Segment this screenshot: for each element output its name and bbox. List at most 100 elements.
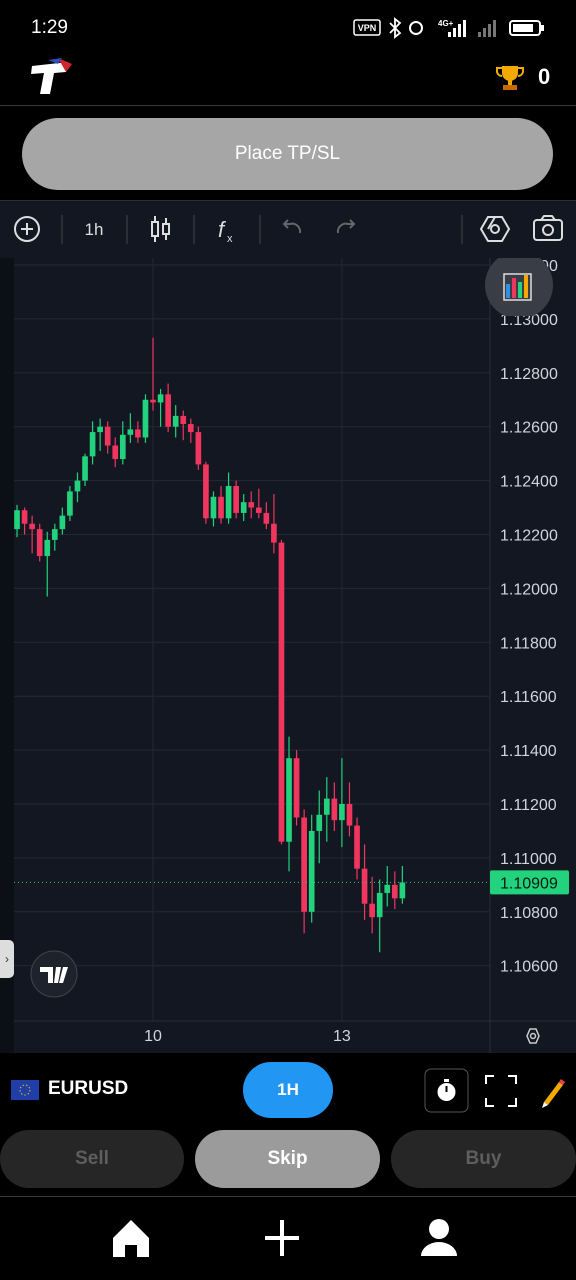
undo-button[interactable]	[282, 219, 302, 234]
candle-body	[391, 884, 398, 899]
add-indicator-button[interactable]	[14, 216, 40, 242]
candle-body	[165, 394, 171, 427]
candle-body	[135, 429, 141, 438]
fullscreen-button[interactable]	[485, 1075, 517, 1107]
signal-icon	[448, 20, 466, 37]
candle-body	[82, 456, 88, 481]
snapshot-button[interactable]	[533, 215, 563, 241]
last-price-label: 1.10909	[500, 875, 558, 892]
chart-left-edge	[0, 258, 14, 1053]
candle-body	[248, 502, 255, 508]
y-tick-label: 1.13000	[500, 312, 558, 329]
candle-body	[331, 798, 338, 821]
symbol-name[interactable]: EURUSD	[48, 1078, 129, 1099]
candle-body	[308, 830, 315, 912]
candle-body	[316, 814, 323, 831]
candle-body	[51, 529, 58, 540]
y-tick-label: 1.11200	[500, 797, 557, 814]
candle-body	[14, 510, 20, 530]
candle-body	[218, 496, 224, 519]
candle-body	[29, 523, 35, 530]
candle-body	[339, 804, 345, 821]
y-tick-label: 1.11800	[500, 635, 557, 652]
buy-button[interactable]: Buy	[391, 1130, 576, 1188]
sell-button[interactable]: Sell	[0, 1130, 184, 1188]
battery-level	[513, 24, 533, 32]
skip-button[interactable]: Skip	[195, 1130, 380, 1188]
chart-toolbar	[0, 200, 576, 259]
candle-body	[187, 424, 194, 433]
candle-body	[150, 399, 156, 403]
vpn-box	[353, 19, 381, 36]
trophy-icon[interactable]	[496, 63, 524, 93]
candle-body	[293, 758, 300, 818]
y-tick-label: 1.10800	[500, 905, 558, 922]
timer-button[interactable]	[424, 1068, 469, 1113]
battery-tip	[541, 25, 544, 31]
link-icon	[409, 21, 423, 35]
candle-body	[104, 426, 111, 446]
candle-body	[195, 432, 202, 465]
candle-body	[346, 804, 353, 826]
y-tick-label: 1.12400	[500, 474, 558, 491]
candle-body	[74, 480, 81, 492]
place-tp-sl-button[interactable]: Place TP/SL	[22, 118, 553, 190]
x-tick-label: 10	[144, 1028, 162, 1045]
candle-body	[361, 868, 368, 904]
side-panel-toggle[interactable]: ›	[0, 940, 14, 978]
candle-body	[180, 415, 187, 425]
y-tick-label: 1.12000	[500, 581, 558, 598]
candle-body	[278, 542, 285, 842]
candle-body	[21, 510, 28, 524]
candle-body	[240, 502, 247, 513]
axis-settings-button[interactable]	[520, 1024, 546, 1048]
signal-icon-2	[478, 20, 496, 37]
candle-body	[67, 491, 73, 516]
candle-body	[112, 445, 119, 460]
y-tick-label: 1.10600	[500, 959, 558, 976]
candle-body	[210, 496, 217, 519]
interval-button[interactable]: 1h	[85, 220, 104, 239]
nav-divider	[0, 1196, 576, 1197]
settings-button[interactable]	[479, 216, 511, 242]
candle-body	[286, 758, 292, 842]
candle-body	[203, 464, 209, 519]
candle-body	[255, 507, 262, 513]
tradingview-logo[interactable]	[30, 950, 78, 998]
bluetooth-icon	[389, 17, 402, 39]
y-tick-label: 1.11000	[500, 851, 557, 868]
candle-body	[233, 485, 239, 513]
redo-button[interactable]	[336, 219, 356, 234]
candle-body	[142, 399, 149, 438]
battery-icon	[509, 20, 541, 36]
x-tick-label: 13	[333, 1028, 351, 1045]
last-price-tag	[490, 870, 569, 895]
candle-body	[59, 515, 66, 530]
header-divider	[0, 105, 576, 106]
candle-body	[376, 892, 383, 918]
eu-flag	[11, 1080, 39, 1100]
candle-body	[97, 426, 103, 433]
network-label: 4G+	[438, 19, 454, 28]
home-tab[interactable]	[113, 1220, 149, 1257]
status-time: 1:29	[31, 17, 68, 38]
status-icons: VPN 4G+	[353, 17, 544, 39]
interval-selector[interactable]: 1H	[243, 1062, 333, 1118]
draw-button[interactable]	[542, 1079, 565, 1108]
add-tab[interactable]	[265, 1220, 299, 1256]
candle-body	[263, 512, 270, 524]
bottom-nav	[113, 1219, 457, 1257]
y-tick-label: 1.12600	[500, 420, 558, 437]
chart-style-button[interactable]	[484, 258, 554, 316]
candle-body	[172, 415, 179, 427]
profile-tab[interactable]	[421, 1219, 457, 1256]
chart-type-button[interactable]	[151, 216, 170, 242]
candle-body	[271, 523, 277, 543]
y-tick-label: 1.11400	[500, 743, 557, 760]
candle-body	[384, 884, 391, 893]
candle-body	[44, 539, 51, 557]
y-tick-label: 1.12200	[500, 528, 558, 545]
